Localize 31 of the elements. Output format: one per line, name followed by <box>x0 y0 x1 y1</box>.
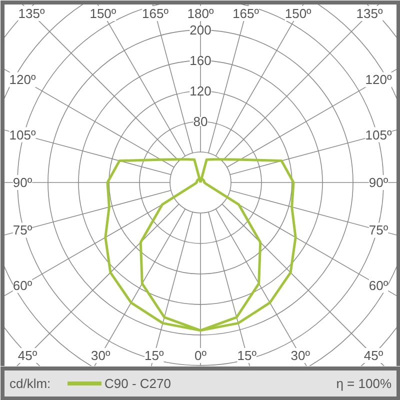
spoke-label: 120º <box>9 72 36 88</box>
spoke-label: 15º <box>144 348 164 363</box>
y-tick-label: 160 <box>190 53 212 68</box>
spoke-label: 75º <box>12 222 32 238</box>
spoke-label: 45º <box>364 348 384 363</box>
spoke-label: 75º <box>368 222 388 238</box>
y-tick-label: 200 <box>190 22 212 38</box>
spoke-label: 15º <box>237 348 257 363</box>
spoke-label: 90º <box>12 175 32 190</box>
spoke-label: 165º <box>232 6 260 21</box>
y-tick-label: 120 <box>190 84 212 98</box>
spoke-label: 90º <box>368 175 388 190</box>
spoke-label: 60º <box>12 278 32 293</box>
spoke-label: 0º <box>194 348 207 363</box>
text: η = 100% <box>336 376 392 391</box>
spoke-label: 45º <box>18 348 38 363</box>
spoke-label: 30º <box>290 348 310 363</box>
spoke-label: 135º <box>356 6 383 21</box>
text: cd/klm: <box>10 376 51 391</box>
spoke-label: 105º <box>365 127 392 142</box>
spoke-label: 180º <box>187 6 214 21</box>
spoke-label: 150º <box>90 6 116 21</box>
spoke-label: 150º <box>284 6 312 21</box>
spoke-label: 165º <box>142 6 169 21</box>
spoke-label: 135º <box>18 6 45 21</box>
spoke-label: 120º <box>365 72 392 88</box>
legend-label: C90 - C270 <box>104 376 171 391</box>
spoke-label: 60º <box>368 278 388 293</box>
spoke-label: 30º <box>91 348 110 363</box>
y-tick-label: 80 <box>193 114 208 129</box>
spoke-label: 105º <box>9 127 36 142</box>
